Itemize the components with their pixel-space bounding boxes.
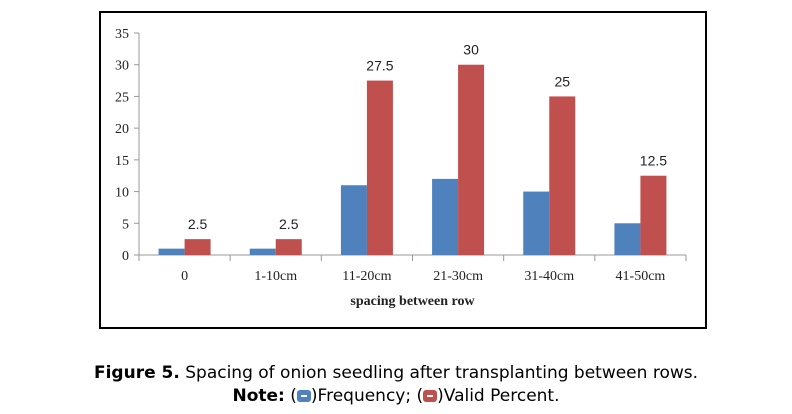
y-tick-label: 0 xyxy=(122,249,129,264)
bar-frequency xyxy=(158,248,185,255)
note-label: Note: xyxy=(232,386,285,406)
x-tick-label: 1-10cm xyxy=(254,269,297,284)
data-label: 30 xyxy=(463,42,479,58)
bar-frequency xyxy=(340,185,367,255)
figure-label: Figure 5. xyxy=(93,363,180,383)
bar-valid-percent xyxy=(549,96,576,255)
valid-percent-swatch xyxy=(423,390,438,402)
data-label: 2.5 xyxy=(188,216,208,232)
y-tick-label: 35 xyxy=(115,27,129,42)
data-label: 12.5 xyxy=(640,153,667,169)
legend-frequency: )Frequency; ( xyxy=(310,386,424,406)
bar-valid-percent xyxy=(366,80,393,255)
bar-frequency xyxy=(249,248,276,255)
legend-note: Note: ( )Frequency; ( )Valid Percent. xyxy=(0,386,792,406)
x-axis-title: spacing between row xyxy=(350,294,475,309)
bar-frequency xyxy=(432,178,459,255)
y-tick-label: 20 xyxy=(115,122,129,137)
y-tick-label: 15 xyxy=(115,154,129,169)
chart-frame xyxy=(99,11,707,329)
x-axis: 0 1-10cm 11-20cm 21-30cm 31-40cm 41-50cm xyxy=(138,254,687,284)
figure-text: Spacing of onion seedling after transpla… xyxy=(179,363,699,383)
bars xyxy=(158,64,667,255)
frequency-swatch xyxy=(296,390,311,402)
bar-valid-percent xyxy=(184,239,211,255)
data-label: 27.5 xyxy=(366,58,393,74)
y-tick-label: 5 xyxy=(122,217,129,232)
y-axis: 0 5 10 15 20 25 30 35 xyxy=(115,27,140,264)
bar-frequency xyxy=(523,191,550,255)
bar-chart: 0 5 10 15 20 25 30 35 0 1-10cm 11-20cm 21-30cm 31-4… xyxy=(115,27,687,309)
x-tick-label: 31-40cm xyxy=(524,269,574,284)
figure-caption: Figure 5. Spacing of onion seedling afte… xyxy=(0,363,792,383)
legend-valid-percent: )Valid Percent. xyxy=(437,386,560,406)
x-tick-label: 41-50cm xyxy=(616,269,666,284)
bar-valid-percent xyxy=(275,239,302,255)
x-tick-label: 21-30cm xyxy=(433,269,483,284)
bar-valid-percent xyxy=(640,175,667,255)
data-label: 2.5 xyxy=(279,216,299,232)
bar-valid-percent xyxy=(458,64,485,255)
y-tick-label: 30 xyxy=(115,59,129,74)
bar-frequency xyxy=(614,223,641,255)
x-tick-label: 0 xyxy=(181,269,188,284)
y-tick-label: 25 xyxy=(115,90,129,105)
x-tick-label: 11-20cm xyxy=(342,269,391,284)
data-labels: 2.5 2.5 27.5 30 25 12.5 xyxy=(188,42,667,232)
note-open: ( xyxy=(284,386,297,406)
y-tick-label: 10 xyxy=(115,186,129,201)
data-label: 25 xyxy=(554,73,570,89)
